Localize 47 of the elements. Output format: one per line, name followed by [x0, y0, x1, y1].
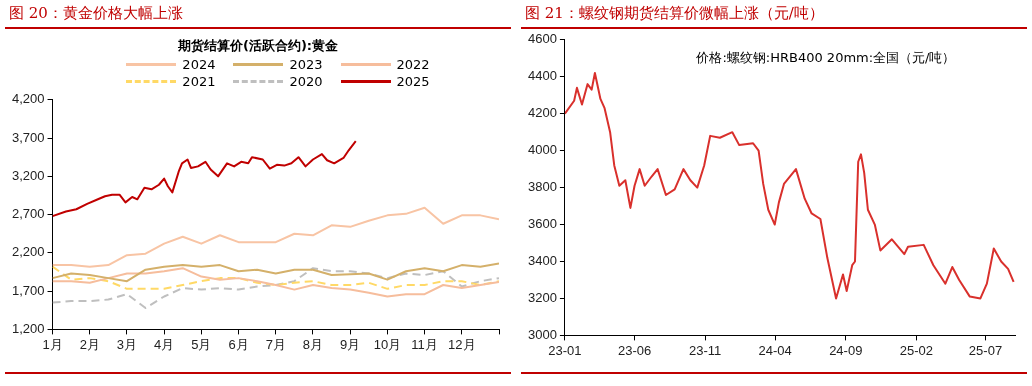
annotation: 价格:螺纹钢:HRB400 20mm:全国（元/吨） [695, 49, 956, 65]
y-tick-label: 3800 [528, 179, 557, 195]
y-tick-label: 3200 [528, 290, 557, 306]
y-tick-label: 4,200 [11, 91, 45, 107]
x-tick-label: 10月 [373, 336, 402, 352]
x-tick-label: 25-02 [899, 342, 933, 358]
x-tick-label: 7月 [265, 336, 286, 352]
legend-label: 2024 [182, 57, 216, 72]
y-tick-label: 2,200 [11, 244, 45, 260]
x-tick-label: 6月 [228, 336, 249, 352]
y-tick-label: 3,200 [11, 167, 45, 183]
y-tick-label: 3400 [528, 253, 557, 269]
legend-label: 2020 [289, 74, 323, 89]
chart-title: 图 21：螺纹钢期货结算价微幅上涨（元/吨） [521, 0, 1027, 29]
legend-label: 2022 [396, 57, 430, 72]
x-tick-label: 2月 [79, 336, 100, 352]
x-tick-label: 24-09 [829, 342, 863, 358]
x-tick-label: 25-07 [968, 342, 1003, 358]
x-tick-label: 5月 [191, 336, 212, 352]
y-tick-label: 3000 [528, 326, 557, 342]
y-tick-label: 4200 [528, 105, 557, 121]
x-tick-label: 23-06 [617, 342, 652, 358]
y-tick-label: 2,700 [11, 206, 45, 222]
line-series [52, 267, 499, 309]
y-tick-label: 4000 [528, 142, 557, 158]
x-tick-label: 3月 [116, 336, 138, 352]
x-tick-label: 1月 [42, 336, 63, 352]
legend-label: 2021 [182, 74, 216, 89]
y-tick-label: 1,200 [11, 320, 45, 336]
chart-title: 图 20：黄金价格大幅上涨 [5, 0, 511, 29]
x-tick-label: 23-11 [688, 342, 722, 358]
chart-subtitle: 期货结算价(活跃合约):黄金 [176, 37, 340, 55]
x-tick-label: 8月 [302, 336, 324, 352]
x-tick-label: 9月 [340, 336, 361, 352]
x-tick-label: 4月 [154, 336, 175, 352]
x-tick-label: 24-04 [758, 342, 792, 358]
y-tick-label: 4400 [528, 68, 557, 84]
x-tick-label: 12月 [448, 336, 476, 352]
y-tick-label: 4600 [528, 31, 557, 47]
y-tick-label: 1,700 [11, 282, 45, 298]
x-tick-label: 23-01 [548, 342, 582, 358]
y-tick-label: 3600 [528, 216, 557, 232]
legend-label: 2023 [289, 57, 323, 72]
y-tick-label: 3,700 [11, 129, 45, 145]
line-series [52, 265, 499, 290]
x-tick-label: 11月 [411, 336, 438, 352]
legend-label: 2025 [396, 74, 430, 89]
